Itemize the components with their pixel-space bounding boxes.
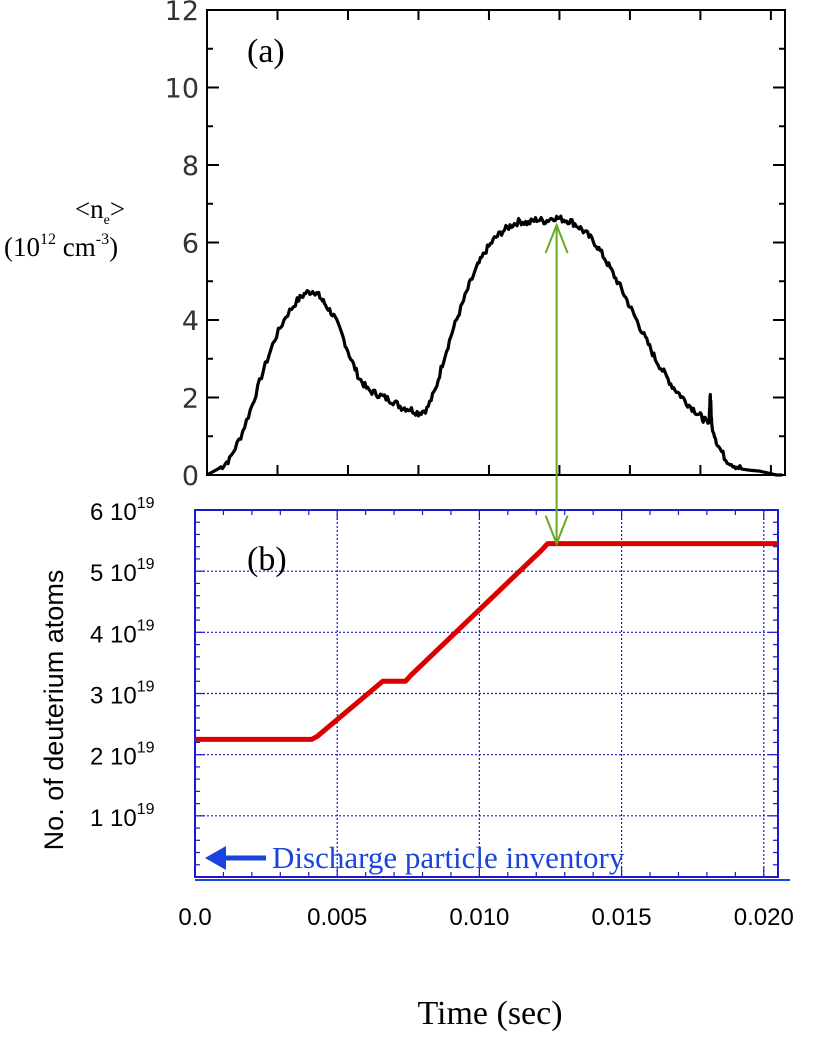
panel-b-ytick-label: 3 1019 <box>90 679 155 710</box>
panel-a-ytick-label: 0 <box>182 461 199 492</box>
panel-b-xtick-label: 0.010 <box>449 904 509 931</box>
panel-b-xtick-label: 0.015 <box>592 904 652 931</box>
panel-a-ytick-label: 8 <box>182 151 199 182</box>
panel-b-ytick-label: 1 1019 <box>90 801 155 832</box>
panel-a-ytick-label: 2 <box>182 384 199 415</box>
panel-a-ytick-label: 10 <box>165 74 199 105</box>
panel-a-ytick-label: 6 <box>182 229 199 260</box>
panel-b-xtick-label: 0.0 <box>178 904 211 931</box>
panel-b-grid <box>194 509 778 878</box>
panel-b-xlabel: Time (sec) <box>417 995 562 1032</box>
inventory-annotation: Discharge particle inventory <box>195 840 790 881</box>
panel-a-ytick-label: 12 <box>165 0 199 27</box>
panel-b-deuterium-chart: 1 1019 2 1019 3 1019 4 1019 5 1019 6 1019 0.0… <box>39 495 794 1032</box>
inventory-annotation-text: Discharge particle inventory <box>272 840 625 875</box>
peak-connector-arrow <box>544 222 569 547</box>
panel-b-ylabel: No. of deuterium atoms <box>39 570 69 851</box>
left-arrow-icon <box>205 846 226 870</box>
panel-a-ylabel-line2: (1012 cm-3) <box>4 231 118 262</box>
panel-b-label: (b) <box>247 541 287 578</box>
connector-arrowhead-bottom <box>544 515 569 547</box>
density-series-line <box>206 214 783 477</box>
panel-a-ylabel-line1: <ne> <box>75 194 125 228</box>
panel-b-ytick-label: 4 1019 <box>90 617 155 648</box>
panel-b-x-ticks: 0.0 0.005 0.010 0.015 0.020 <box>178 904 793 931</box>
connector-arrowhead-top <box>544 222 569 254</box>
panel-a-ytick-label: 4 <box>182 306 199 337</box>
panel-a-label: (a) <box>247 33 285 70</box>
panel-a-y-ticks: 0 2 4 6 8 10 12 <box>165 0 785 492</box>
panel-b-ytick-label: 6 1019 <box>90 495 155 526</box>
panel-b-ytick-label: 5 1019 <box>90 556 155 587</box>
panel-b-ytick-label: 2 1019 <box>90 740 155 771</box>
panel-a-plot-frame <box>206 9 786 476</box>
panel-b-xtick-label: 0.005 <box>307 904 367 931</box>
panel-b-xtick-label: 0.020 <box>734 904 794 931</box>
deuterium-series-line <box>195 541 778 742</box>
panel-b-y-ticks: 1 1019 2 1019 3 1019 4 1019 5 1019 6 1019 <box>90 495 155 832</box>
panel-a-density-chart: 0 2 4 6 8 10 12 (a) <ne> (1012 cm-3) <box>4 0 786 492</box>
